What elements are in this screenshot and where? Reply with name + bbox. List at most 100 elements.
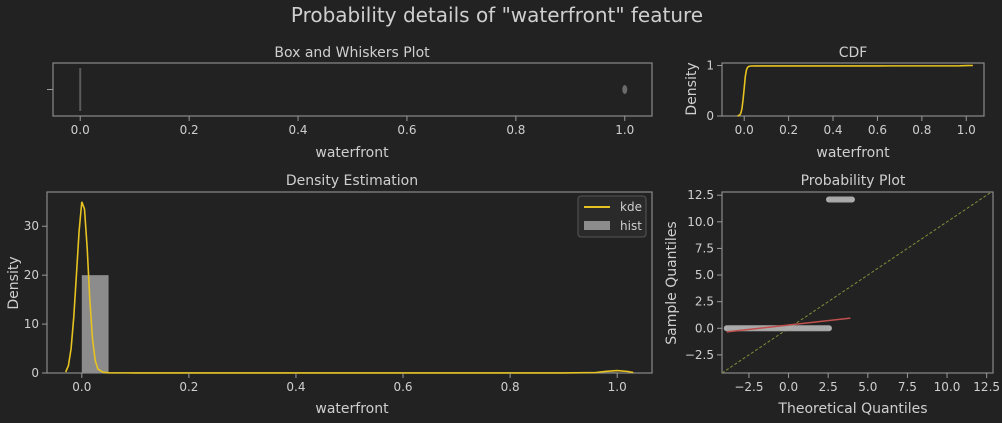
probability-plot-x-tick-label: 2.5 [819, 380, 838, 394]
box-plot-x-tick-label: 1.0 [615, 123, 634, 137]
probability-plot-point [792, 325, 799, 332]
density-y-label: Density [6, 256, 22, 309]
box-plot-panel: Box and Whiskers Plot 0.0 0.2 0.4 0.6 0.8 1.0… [47, 45, 653, 161]
box-plot-x-tick-label: 0.4 [288, 123, 307, 137]
density-y-tick-label: 0 [31, 366, 39, 380]
probability-plot-frame [721, 191, 994, 374]
probability-plot-point [810, 325, 817, 332]
figure-title: Probability details of "waterfront" feat… [291, 3, 703, 27]
probability-plot-point [826, 196, 832, 203]
probability-plot-y-tick-label: 10.0 [687, 215, 714, 229]
probability-plot-point [816, 325, 823, 332]
cdf-y-tick-label: 1 [706, 59, 714, 73]
density-panel: Density Estimation 0.0 0.2 0.4 0.6 0.8 1.0 0 1… [6, 173, 653, 417]
probability-plot-point [723, 325, 730, 332]
box-plot-outlier [622, 85, 628, 94]
probability-plot-x-tick-label: −2.5 [734, 380, 763, 394]
probability-plot-point [832, 196, 838, 203]
density-x-tick-label: 0.8 [501, 380, 520, 394]
probability-plot-y-ticks: −2.5 0.0 2.5 5.0 7.5 10.0 12.5 [685, 188, 722, 362]
cdf-x-tick-label: 0.6 [868, 123, 887, 137]
legend-kde-label: kde [620, 200, 642, 214]
cdf-panel: CDF 0.0 0.2 0.4 0.6 0.8 1.0 01 waterfront Den… [684, 45, 985, 161]
probability-plot-y-tick-label: 7.5 [695, 241, 714, 255]
probability-plot-fit-line [726, 317, 851, 333]
probability-plot-identity-line [721, 191, 992, 374]
probability-plot-point [795, 325, 802, 332]
probability-plot-point [765, 325, 772, 332]
cdf-x-tick-label: 0.8 [912, 123, 931, 137]
cdf-x-tick-label: 0.2 [779, 123, 798, 137]
probability-plot-title: Probability Plot [801, 173, 906, 189]
density-frame [46, 191, 653, 374]
legend-hist-swatch [584, 221, 610, 230]
probability-plot-x-tick-label: 0.0 [779, 380, 798, 394]
density-x-tick-label: 0.2 [179, 380, 198, 394]
probability-plot-panel: Probability Plot −2.5 0.0 2.5 5.0 7.5 10.0 12.… [664, 173, 1000, 417]
probability-plot-point [771, 325, 778, 332]
box-plot-x-ticks: 0.0 0.2 0.4 0.6 0.8 1.0 [71, 116, 634, 137]
probability-plot-point [786, 325, 793, 332]
density-x-tick-label: 0.4 [286, 380, 305, 394]
density-legend: kde hist [577, 195, 647, 238]
probability-plot-point [789, 325, 796, 332]
cdf-x-tick-label: 1.0 [957, 123, 976, 137]
density-x-label: waterfront [315, 401, 389, 417]
probability-plot-point [768, 325, 775, 332]
box-plot-x-tick-label: 0.6 [397, 123, 416, 137]
probability-plot-x-tick-label: 12.5 [973, 380, 1000, 394]
density-y-ticks: 0 10 20 30 [24, 219, 47, 380]
density-x-ticks: 0.0 0.2 0.4 0.6 0.8 1.0 [72, 373, 627, 394]
probability-plot-point [807, 325, 814, 332]
probability-plot-x-ticks: −2.5 0.0 2.5 5.0 7.5 10.0 12.5 [734, 373, 1000, 394]
probability-plot-point [801, 325, 808, 332]
probability-plot-point [741, 325, 748, 332]
density-y-tick-label: 20 [24, 268, 39, 282]
cdf-x-ticks: 0.0 0.2 0.4 0.6 0.8 1.0 [735, 116, 976, 137]
probability-plot-y-label: Sample Quantiles [664, 221, 680, 344]
probability-plot-points [723, 196, 855, 332]
cdf-y-tick-label: 0 [706, 109, 714, 123]
density-x-tick-label: 1.0 [608, 380, 627, 394]
probability-plot-y-tick-label: 5.0 [695, 268, 714, 282]
probability-plot-point [847, 196, 853, 203]
box-plot-x-label: waterfront [315, 145, 389, 161]
probability-plot-point [822, 325, 829, 332]
density-x-tick-label: 0.6 [393, 380, 412, 394]
probability-plot-point [804, 325, 811, 332]
probability-plot-point [829, 196, 835, 203]
density-x-tick-label: 0.0 [72, 380, 91, 394]
cdf-y-ticks: 01 [706, 59, 722, 123]
probability-plot-y-tick-label: 12.5 [687, 188, 714, 202]
box-plot-x-tick-label: 0.0 [71, 123, 90, 137]
probability-plot-x-tick-label: 7.5 [898, 380, 917, 394]
cdf-title: CDF [839, 45, 868, 61]
box-plot-frame [52, 62, 653, 117]
cdf-y-label: Density [684, 62, 700, 115]
probability-plot-x-tick-label: 10.0 [934, 380, 961, 394]
histogram-bar [590, 372, 618, 373]
probability-plot-point [844, 196, 850, 203]
probability-plot-point [825, 325, 832, 332]
probability-plot-y-tick-label: 2.5 [695, 295, 714, 309]
density-y-tick-label: 10 [24, 317, 39, 331]
box-plot-x-tick-label: 0.2 [180, 123, 199, 137]
probability-plot-point [744, 325, 751, 332]
probability-plot-point [813, 325, 820, 332]
probability-plot-point [819, 325, 826, 332]
box-plot-x-tick-label: 0.8 [506, 123, 525, 137]
probability-plot-point [838, 196, 844, 203]
cdf-line [737, 64, 973, 117]
density-title: Density Estimation [286, 173, 418, 189]
cdf-x-label: waterfront [816, 145, 890, 161]
cdf-x-tick-label: 0.0 [735, 123, 754, 137]
probability-plot-point [841, 196, 847, 203]
box-plot-title: Box and Whiskers Plot [274, 45, 430, 61]
probability-plot-y-tick-label: −2.5 [685, 348, 714, 362]
density-kde-line [64, 201, 634, 374]
probability-plot-x-label: Theoretical Quantiles [777, 401, 927, 417]
probability-plot-point [798, 325, 805, 332]
cdf-frame [721, 62, 985, 117]
cdf-x-tick-label: 0.4 [823, 123, 842, 137]
